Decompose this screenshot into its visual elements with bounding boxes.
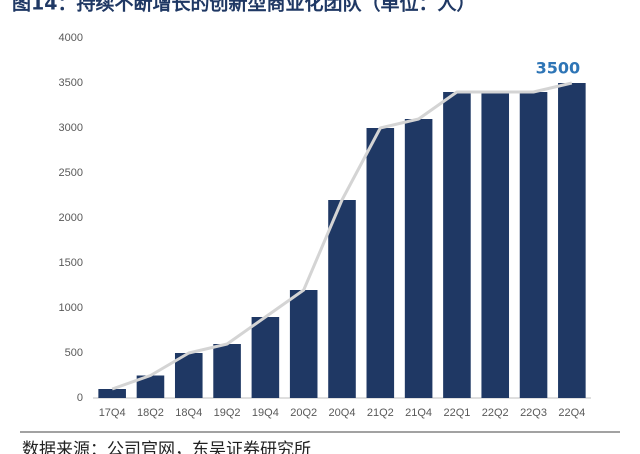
y-tick-label: 1500 [59,257,83,269]
x-tick-label: 22Q3 [520,407,547,419]
bar [213,344,241,398]
bar [443,92,471,398]
y-tick-label: 500 [65,347,83,359]
bar [328,200,356,398]
x-tick-label: 20Q2 [290,407,317,419]
bar [558,83,586,398]
x-tick-label: 18Q4 [175,407,202,419]
x-tick-label: 17Q4 [99,407,126,419]
x-tick-label: 22Q2 [482,407,509,419]
y-tick-label: 0 [77,392,83,404]
bar [366,128,395,398]
bar [174,353,203,398]
x-tick-label: 20Q4 [329,407,356,419]
y-tick-label: 4000 [59,32,83,44]
x-tick-label: 22Q1 [443,407,470,419]
bar [481,92,510,398]
x-tick-label: 19Q2 [214,407,241,419]
x-tick-label: 21Q4 [405,407,432,419]
y-tick-label: 3500 [59,77,83,89]
bar [289,290,318,398]
trend-line [111,81,573,391]
x-tick-label: 19Q4 [252,407,279,419]
data-label: 3500 [536,59,581,78]
bar [404,119,433,398]
chart-title: 图14：持续不断增长的创新型商业化团队（单位：人） [12,0,475,15]
x-tick-label: 22Q4 [558,407,585,419]
bar [136,375,165,398]
x-tick-label: 21Q2 [367,407,394,419]
y-tick-label: 2500 [59,167,83,179]
y-tick-label: 1000 [59,302,83,314]
x-tick-label: 18Q2 [137,407,164,419]
bar [519,92,548,398]
y-tick-label: 2000 [59,212,83,224]
bar [98,389,126,398]
bar [251,317,280,398]
y-tick-label: 3000 [59,122,83,134]
source-note: 数据来源：公司官网，东吴证券研究所 [22,440,311,454]
